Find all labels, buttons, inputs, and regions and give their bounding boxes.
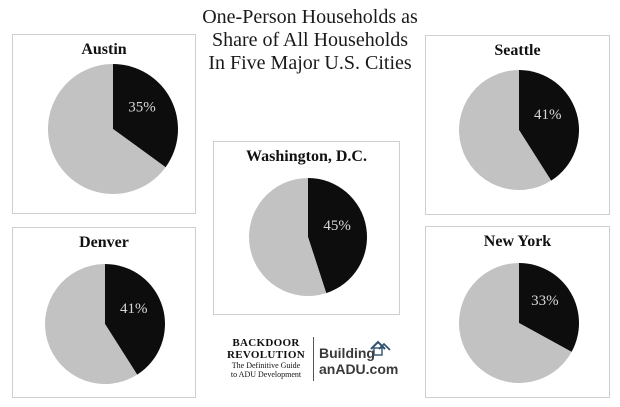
pie-slice-washington-d-c-one-person bbox=[308, 178, 368, 294]
title-line-3: In Five Major U.S. Cities bbox=[208, 52, 412, 74]
panel-new-york: New York 33% bbox=[425, 226, 610, 398]
panel-seattle: Seattle 41% bbox=[425, 35, 610, 215]
pie-chart-denver: 41% bbox=[44, 264, 166, 384]
pie-title-denver: Denver bbox=[79, 234, 129, 251]
panel-denver: Denver 41% bbox=[12, 227, 196, 398]
title-line-1: One-Person Households as bbox=[202, 6, 418, 28]
brand-line-1: Building bbox=[319, 345, 375, 361]
pie-slice-austin-one-person bbox=[113, 64, 179, 168]
buildinganadu-logo: Building anADU.com bbox=[319, 345, 398, 377]
pie-slice-new-york-other bbox=[459, 263, 572, 383]
pie-title-new-york: New York bbox=[483, 233, 552, 250]
backdoor-line-4: to ADU Development bbox=[230, 370, 302, 379]
chart-title: One-Person Households as Share of All Ho… bbox=[170, 6, 450, 75]
pie-slice-denver-one-person bbox=[105, 264, 166, 375]
pie-chart-seattle: 41% bbox=[459, 70, 579, 190]
panel-austin: Austin 35% bbox=[12, 34, 196, 214]
backdoor-line-1: BACKDOOR bbox=[232, 337, 300, 349]
house-icon bbox=[370, 340, 391, 356]
panel-washington: Washington, D.C. 45% bbox=[213, 141, 400, 315]
credits-divider bbox=[313, 337, 314, 381]
pie-slice-washington-d-c-other bbox=[249, 178, 327, 296]
backdoor-revolution-logo: BACKDOOR REVOLUTION The Definitive Guide… bbox=[224, 337, 308, 379]
pie-label-austin: 35% bbox=[128, 100, 156, 116]
pie-chart-austin: 35% bbox=[47, 64, 179, 194]
brand-line-2: anADU.com bbox=[319, 361, 399, 377]
pie-title-austin: Austin bbox=[81, 41, 127, 58]
pie-chart-washington: 45% bbox=[249, 178, 368, 296]
credits-logo: BACKDOOR REVOLUTION The Definitive Guide… bbox=[224, 331, 404, 387]
pie-slice-new-york-one-person bbox=[519, 263, 579, 352]
pie-slice-seattle-one-person bbox=[519, 70, 579, 181]
pie-label-new-york: 33% bbox=[531, 293, 559, 309]
title-line-2: Share of All Households bbox=[211, 29, 409, 51]
pie-chart-new-york: 33% bbox=[459, 263, 579, 383]
backdoor-line-3: The Definitive Guide bbox=[231, 361, 301, 370]
backdoor-line-2: REVOLUTION bbox=[227, 349, 305, 361]
pie-label-denver: 41% bbox=[120, 301, 148, 317]
pie-label-washington-d-c: 45% bbox=[323, 218, 351, 234]
pie-slice-austin-other bbox=[47, 64, 166, 194]
pie-title-washington: Washington, D.C. bbox=[246, 148, 367, 165]
pie-label-seattle: 41% bbox=[534, 107, 562, 123]
pie-slice-denver-other bbox=[44, 264, 138, 384]
pie-title-seattle: Seattle bbox=[494, 42, 541, 59]
pie-slice-seattle-other bbox=[459, 70, 552, 190]
